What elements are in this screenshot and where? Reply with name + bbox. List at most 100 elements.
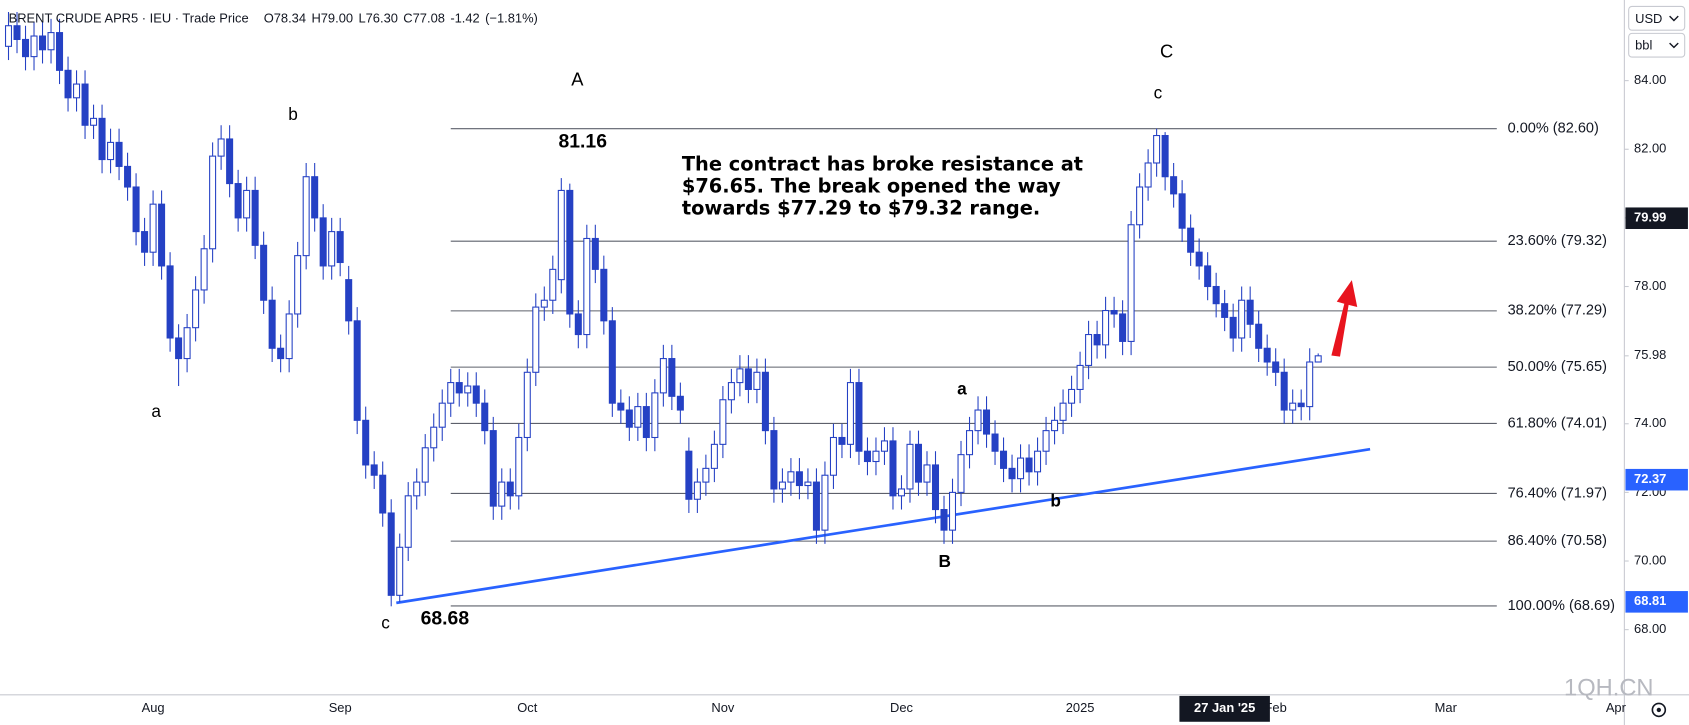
legend-value: H79.00 (311, 11, 353, 26)
x-tick-label: Mar (1435, 700, 1458, 715)
legend-value: (−1.81%) (485, 11, 538, 26)
candle-body (957, 454, 965, 493)
candle-body (1034, 450, 1042, 473)
currency-label[interactable]: USD (1635, 11, 1662, 26)
candle-body (302, 176, 310, 257)
candle-body (464, 385, 472, 394)
candle-body (430, 426, 438, 449)
candle-body (676, 395, 684, 411)
candle-body (1153, 134, 1161, 164)
candle-body (47, 32, 55, 51)
x-tick-label: Sep (329, 700, 352, 715)
y-tick-label: 75.98 (1634, 347, 1666, 362)
candle-body (73, 83, 81, 99)
y-tick-label: 68.00 (1634, 621, 1666, 636)
candle-body (13, 25, 21, 40)
candle-body (64, 69, 72, 99)
unit-select[interactable]: bbl (1628, 32, 1686, 58)
settings-button[interactable] (1651, 702, 1667, 718)
candle-body (1280, 371, 1288, 411)
candle-body (1136, 186, 1144, 226)
candle-body (243, 189, 251, 219)
candle-body (727, 382, 735, 401)
candle-body (90, 117, 98, 126)
candle-body (1263, 347, 1271, 363)
candle-body (4, 25, 13, 47)
candle-body (974, 409, 982, 432)
candle-body (132, 186, 140, 233)
price-marker (1625, 207, 1688, 230)
currency-select[interactable]: USD (1628, 5, 1686, 31)
candle-body (455, 382, 463, 394)
candle-body (141, 231, 149, 253)
candle-body (1000, 450, 1008, 469)
candle-body (940, 509, 948, 531)
candle-body (906, 443, 914, 490)
candle-body (370, 464, 378, 476)
candle-body (498, 481, 506, 507)
candle-body (744, 368, 752, 390)
chevron (1669, 15, 1679, 22)
candle-body (1008, 467, 1016, 480)
note-line: $76.65. The break opened the way (682, 174, 1061, 197)
candle-body (1212, 285, 1220, 305)
price-marker-label: 68.81 (1634, 593, 1666, 608)
candle-body (983, 409, 991, 435)
candle-body (1204, 265, 1212, 288)
unit-box[interactable] (1628, 32, 1686, 58)
y-tick-label: 70.00 (1634, 552, 1666, 567)
candle-body (234, 183, 242, 219)
candle-body (1068, 388, 1076, 404)
candle-body (353, 320, 361, 421)
candle-body (107, 141, 115, 161)
candle-body (200, 248, 208, 291)
candle-body (217, 138, 225, 157)
candle-body (753, 371, 761, 390)
candle-body (81, 83, 89, 126)
candle-body (447, 382, 455, 404)
candle-body (149, 203, 157, 253)
candle-body (966, 430, 974, 456)
candle-body (166, 265, 174, 339)
candle-body (387, 512, 395, 596)
candle-body (277, 347, 285, 360)
candle-body (1093, 334, 1101, 346)
legend-value: L76.30 (358, 11, 397, 26)
candle-body (1119, 313, 1127, 342)
candle-body (549, 268, 557, 301)
candle-body (838, 436, 846, 445)
candle-body (787, 471, 795, 483)
candle-body (515, 436, 523, 497)
candle-body (438, 402, 446, 428)
currency-box[interactable] (1628, 5, 1686, 31)
candle-body (124, 165, 132, 188)
candle-body (583, 237, 591, 336)
candle-body (719, 399, 727, 445)
wave-label: 81.16 (558, 130, 607, 152)
gear-center (1656, 707, 1661, 713)
candle-body (1127, 224, 1135, 342)
candle-body (345, 279, 353, 322)
arrow (1331, 280, 1358, 357)
candle-body (591, 237, 599, 270)
candle-body (1025, 457, 1033, 473)
legend-value: C77.08 (403, 11, 445, 26)
unit-label[interactable]: bbl (1635, 38, 1652, 53)
chevron (1669, 42, 1679, 49)
legend: BRENT CRUDE APR5 · IEU · Trade Price O78.… (9, 11, 538, 26)
gear-icon[interactable] (1651, 702, 1667, 718)
price-marker-label: 72.37 (1634, 471, 1666, 486)
candle-body (1085, 334, 1093, 366)
wave-label: B (938, 551, 950, 571)
wave-label: c (1154, 82, 1163, 102)
candle-body (608, 320, 616, 404)
wave-label: 68.68 (421, 608, 470, 630)
candle-body (158, 203, 166, 267)
candle-body (56, 32, 64, 71)
fib-label: 38.20% (77.29) (1508, 303, 1607, 319)
candle-body (795, 471, 803, 487)
candle-body (863, 450, 871, 463)
candle-body (472, 385, 480, 404)
